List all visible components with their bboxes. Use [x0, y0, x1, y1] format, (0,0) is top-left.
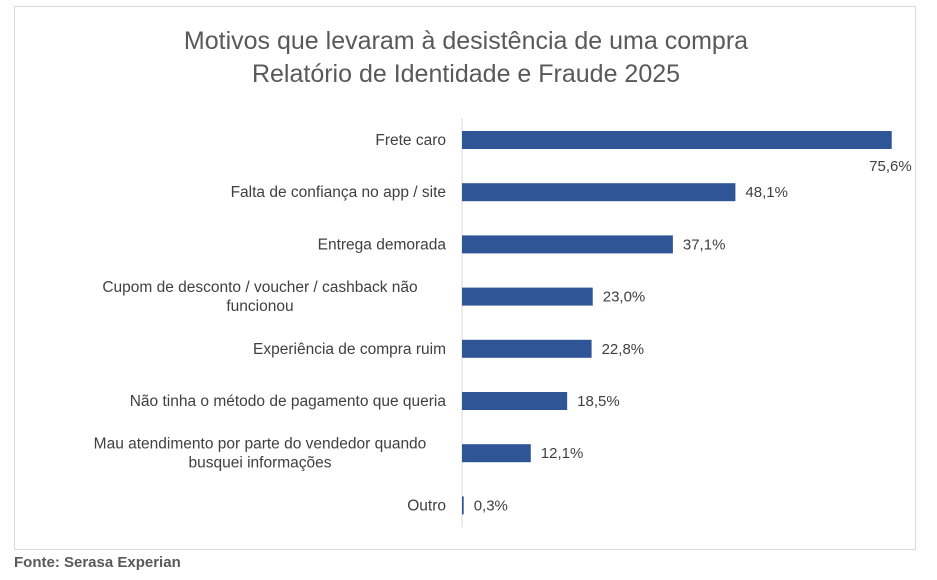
bar — [462, 183, 736, 202]
bar — [462, 339, 592, 358]
category-label: Cupom de desconto / voucher / cashback n… — [102, 279, 417, 315]
bar — [462, 496, 464, 515]
category-label: Experiência de compra ruim — [253, 341, 446, 358]
category-label: Falta de confiança no app / site — [231, 184, 446, 201]
category-label: Frete caro — [375, 132, 446, 149]
data-label: 37,1% — [683, 236, 726, 253]
category-label: Entrega demorada — [318, 236, 447, 253]
category-label: Outro — [407, 497, 446, 514]
bar — [462, 235, 673, 254]
data-label: 12,1% — [541, 445, 584, 462]
category-label-line: funcionou — [226, 298, 293, 315]
bar — [462, 131, 892, 149]
chart-title-block: Motivos que levaram à desistência de uma… — [15, 25, 917, 91]
category-label: Mau atendimento por parte do vendedor qu… — [94, 436, 427, 472]
data-label: 0,3% — [474, 497, 508, 514]
bar-chart: 75,6% Frete caro 48,1% Falta de confiança n… — [94, 118, 912, 528]
data-label: 18,5% — [577, 393, 620, 410]
category-label-line: Mau atendimento por parte do vendedor qu… — [94, 436, 427, 453]
chart-frame: Motivos que levaram à desistência de uma… — [14, 6, 916, 550]
category-label-line: Frete caro — [375, 132, 446, 149]
category-label-line: Cupom de desconto / voucher / cashback n… — [102, 279, 417, 296]
bar — [462, 287, 593, 306]
category-label-line: Falta de confiança no app / site — [231, 184, 446, 201]
chart-subtitle: Relatório de Identidade e Fraude 2025 — [251, 60, 681, 88]
category-label-line: busquei informações — [188, 455, 331, 472]
bar — [462, 392, 568, 410]
category-label-line: Experiência de compra ruim — [253, 341, 446, 358]
category-label-line: Entrega demorada — [318, 236, 447, 253]
category-label-line: Outro — [407, 497, 446, 514]
data-label: 48,1% — [745, 184, 788, 201]
data-label: 22,8% — [602, 341, 645, 358]
data-label: 23,0% — [603, 289, 646, 306]
bar — [462, 444, 531, 463]
data-label: 75,6% — [869, 158, 912, 175]
source-note: Fonte: Serasa Experian — [14, 554, 181, 571]
category-label: Não tinha o método de pagamento que quer… — [130, 393, 447, 410]
chart-title: Motivos que levaram à desistência de uma… — [183, 27, 749, 55]
category-label-line: Não tinha o método de pagamento que quer… — [130, 393, 447, 410]
